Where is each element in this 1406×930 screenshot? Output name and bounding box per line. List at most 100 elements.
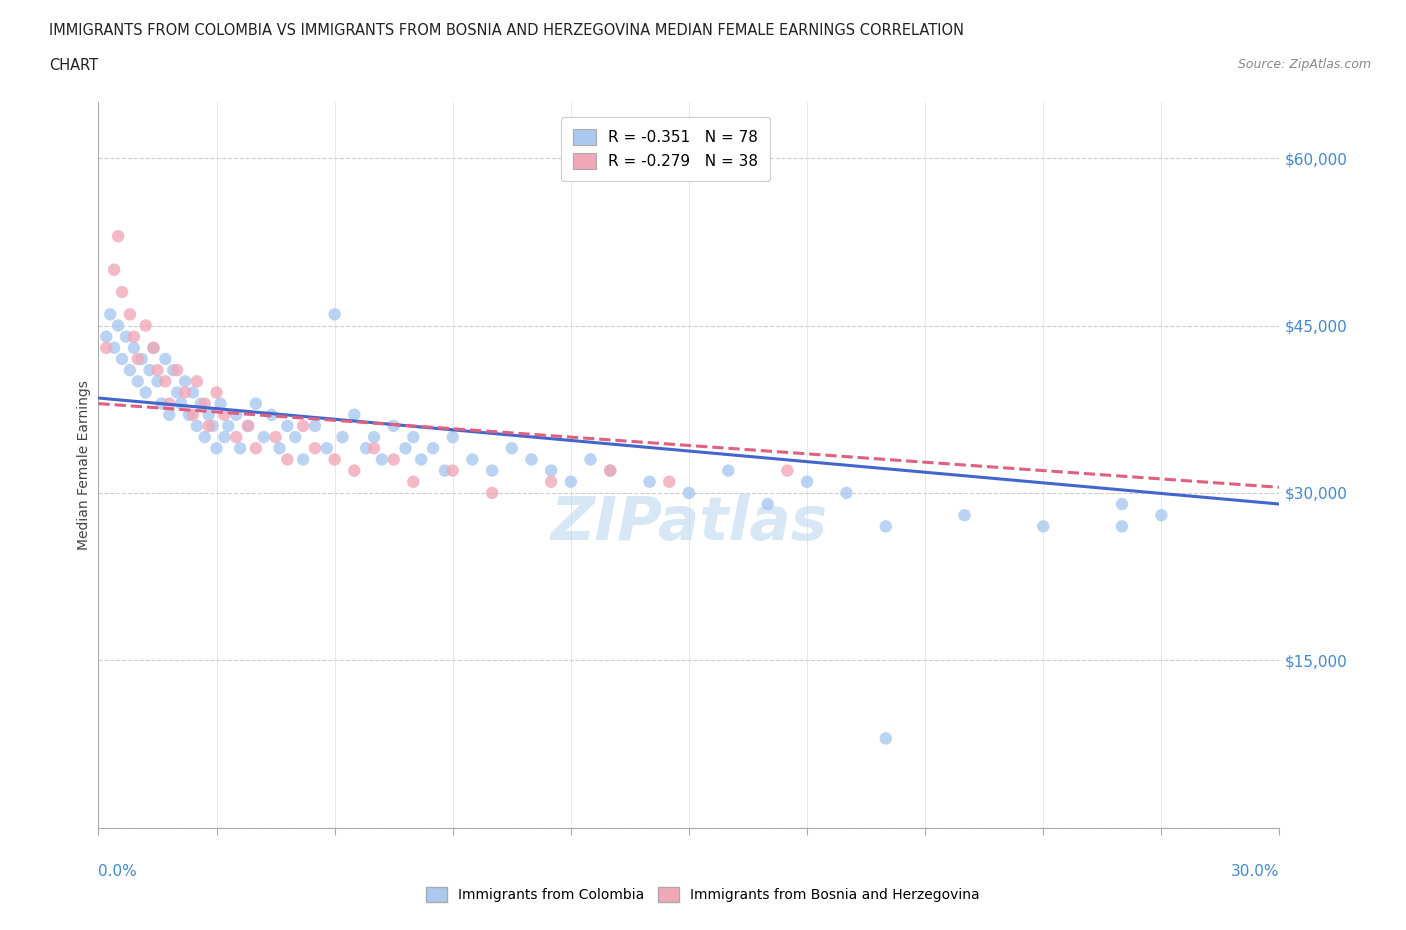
Point [441,463,464,478]
Point [501,441,523,456]
Point [197,407,219,422]
Point [599,463,621,478]
Point [174,374,197,389]
Point [155,352,177,366]
Point [103,262,125,277]
Point [181,385,204,400]
Point [599,463,621,478]
Text: CHART: CHART [49,58,98,73]
Point [1111,519,1133,534]
Point [118,307,141,322]
Point [146,363,169,378]
Point [284,430,307,445]
Point [402,474,425,489]
Point [292,418,315,433]
Point [155,374,177,389]
Point [1150,508,1173,523]
Point [756,497,779,512]
Point [276,418,298,433]
Point [236,418,259,433]
Point [343,463,366,478]
Point [422,441,444,456]
Point [122,329,145,344]
Point [194,430,217,445]
Point [579,452,602,467]
Point [1111,497,1133,512]
Point [875,519,897,534]
Point [382,418,405,433]
Point [363,441,385,456]
Point [122,340,145,355]
Point [111,285,134,299]
Point [186,374,208,389]
Point [953,508,976,523]
Point [245,441,267,456]
Point [107,229,129,244]
Point [225,407,247,422]
Point [197,418,219,433]
Point [205,385,228,400]
Point [776,463,799,478]
Point [107,318,129,333]
Point [127,374,149,389]
Legend: R = -0.351   N = 78, R = -0.279   N = 38: R = -0.351 N = 78, R = -0.279 N = 38 [561,117,770,181]
Point [166,385,188,400]
Point [115,329,138,344]
Point [560,474,582,489]
Legend: Immigrants from Colombia, Immigrants from Bosnia and Herzegovina: Immigrants from Colombia, Immigrants fro… [419,881,987,910]
Point [363,430,385,445]
Point [441,430,464,445]
Point [181,407,204,422]
Point [229,441,252,456]
Point [96,329,118,344]
Point [138,363,160,378]
Text: IMMIGRANTS FROM COLOMBIA VS IMMIGRANTS FROM BOSNIA AND HERZEGOVINA MEDIAN FEMALE: IMMIGRANTS FROM COLOMBIA VS IMMIGRANTS F… [49,23,965,38]
Point [461,452,484,467]
Point [264,430,287,445]
Point [394,441,416,456]
Point [217,418,239,433]
Point [371,452,394,467]
Point [402,430,425,445]
Point [260,407,283,422]
Point [157,407,180,422]
Point [118,363,141,378]
Point [146,374,169,389]
Point [276,452,298,467]
Point [796,474,818,489]
Point [135,385,157,400]
Point [214,430,236,445]
Point [142,340,165,355]
Point [382,452,405,467]
Point [411,452,433,467]
Point [638,474,661,489]
Point [194,396,217,411]
Point [540,463,562,478]
Point [304,441,326,456]
Point [177,407,200,422]
Point [269,441,291,456]
Point [150,396,173,411]
Point [245,396,267,411]
Point [835,485,858,500]
Point [678,485,700,500]
Point [292,452,315,467]
Point [190,396,212,411]
Point [332,430,354,445]
Point [135,318,157,333]
Point [205,441,228,456]
Point [111,352,134,366]
Point [225,430,247,445]
Point [433,463,456,478]
Point [540,474,562,489]
Point [520,452,543,467]
Point [253,430,276,445]
Point [214,407,236,422]
Text: 0.0%: 0.0% [98,864,138,879]
Y-axis label: Median Female Earnings: Median Female Earnings [77,380,91,550]
Point [201,418,224,433]
Point [131,352,153,366]
Point [481,485,503,500]
Point [236,418,259,433]
Point [127,352,149,366]
